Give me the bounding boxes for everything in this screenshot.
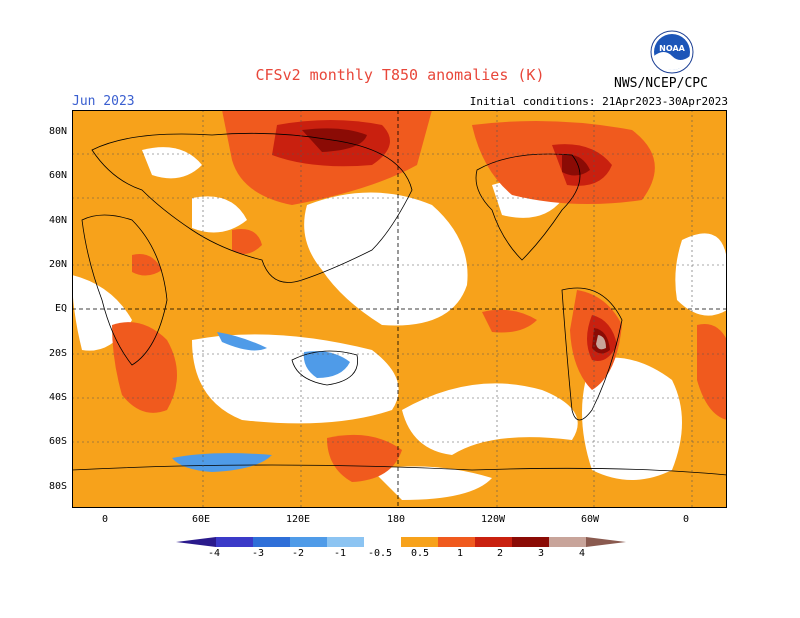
colorbar-cell <box>438 537 475 547</box>
lon-label: 60W <box>580 514 600 525</box>
agency-label: NWS/NCEP/CPC <box>614 76 708 91</box>
colorbar-cell <box>216 537 253 547</box>
colorbar-cell <box>364 537 401 547</box>
colorbar-label: 0.5 <box>410 548 430 559</box>
colorbar-cell <box>512 537 549 547</box>
lon-label: 0 <box>101 514 109 525</box>
lon-label: 120E <box>285 514 311 525</box>
coastlines <box>72 132 727 476</box>
colorbar-cell <box>401 537 438 547</box>
lon-label: 0 <box>682 514 690 525</box>
cold-anomaly-regions <box>172 332 350 472</box>
lon-label: 120W <box>480 514 506 525</box>
colorbar <box>176 537 626 547</box>
lon-label: 60E <box>191 514 211 525</box>
lat-label: 80S <box>48 481 67 492</box>
lon-label: 180 <box>386 514 406 525</box>
equator-dateline <box>72 110 727 508</box>
lat-label: 40S <box>48 392 67 403</box>
noaa-logo-icon: NOAA <box>650 30 694 74</box>
colorbar-cell <box>253 537 290 547</box>
colorbar-cell <box>475 537 512 547</box>
colorbar-label: -1 <box>333 548 347 559</box>
colorbar-label: -0.5 <box>367 548 393 559</box>
colorbar-label: 4 <box>578 548 586 559</box>
lat-lon-grid <box>72 110 727 508</box>
lat-label: 40N <box>48 215 67 226</box>
warm-anomaly-4K <box>596 335 606 350</box>
colorbar-label: -4 <box>207 548 221 559</box>
lat-label: EQ <box>54 303 67 314</box>
lat-label: 20S <box>48 348 67 359</box>
colorbar-label: -2 <box>291 548 305 559</box>
svg-text:NOAA: NOAA <box>659 44 685 53</box>
colorbar-cell <box>176 537 216 547</box>
colorbar-label: 1 <box>456 548 464 559</box>
lat-label: 60S <box>48 436 67 447</box>
colorbar-cell <box>586 537 626 547</box>
initial-conditions: Initial conditions: 21Apr2023-30Apr2023 <box>469 95 728 108</box>
forecast-month: Jun 2023 <box>72 94 135 109</box>
anomaly-map <box>72 110 727 508</box>
colorbar-cell <box>549 537 586 547</box>
colorbar-cell <box>327 537 364 547</box>
lat-label: 20N <box>48 259 67 270</box>
map-title: CFSv2 monthly T850 anomalies (K) <box>255 66 545 84</box>
colorbar-label: 3 <box>537 548 545 559</box>
colorbar-label: -3 <box>251 548 265 559</box>
colorbar-cell <box>290 537 327 547</box>
colorbar-label: 2 <box>496 548 504 559</box>
lat-label: 60N <box>48 170 67 181</box>
lat-label: 80N <box>48 126 67 137</box>
